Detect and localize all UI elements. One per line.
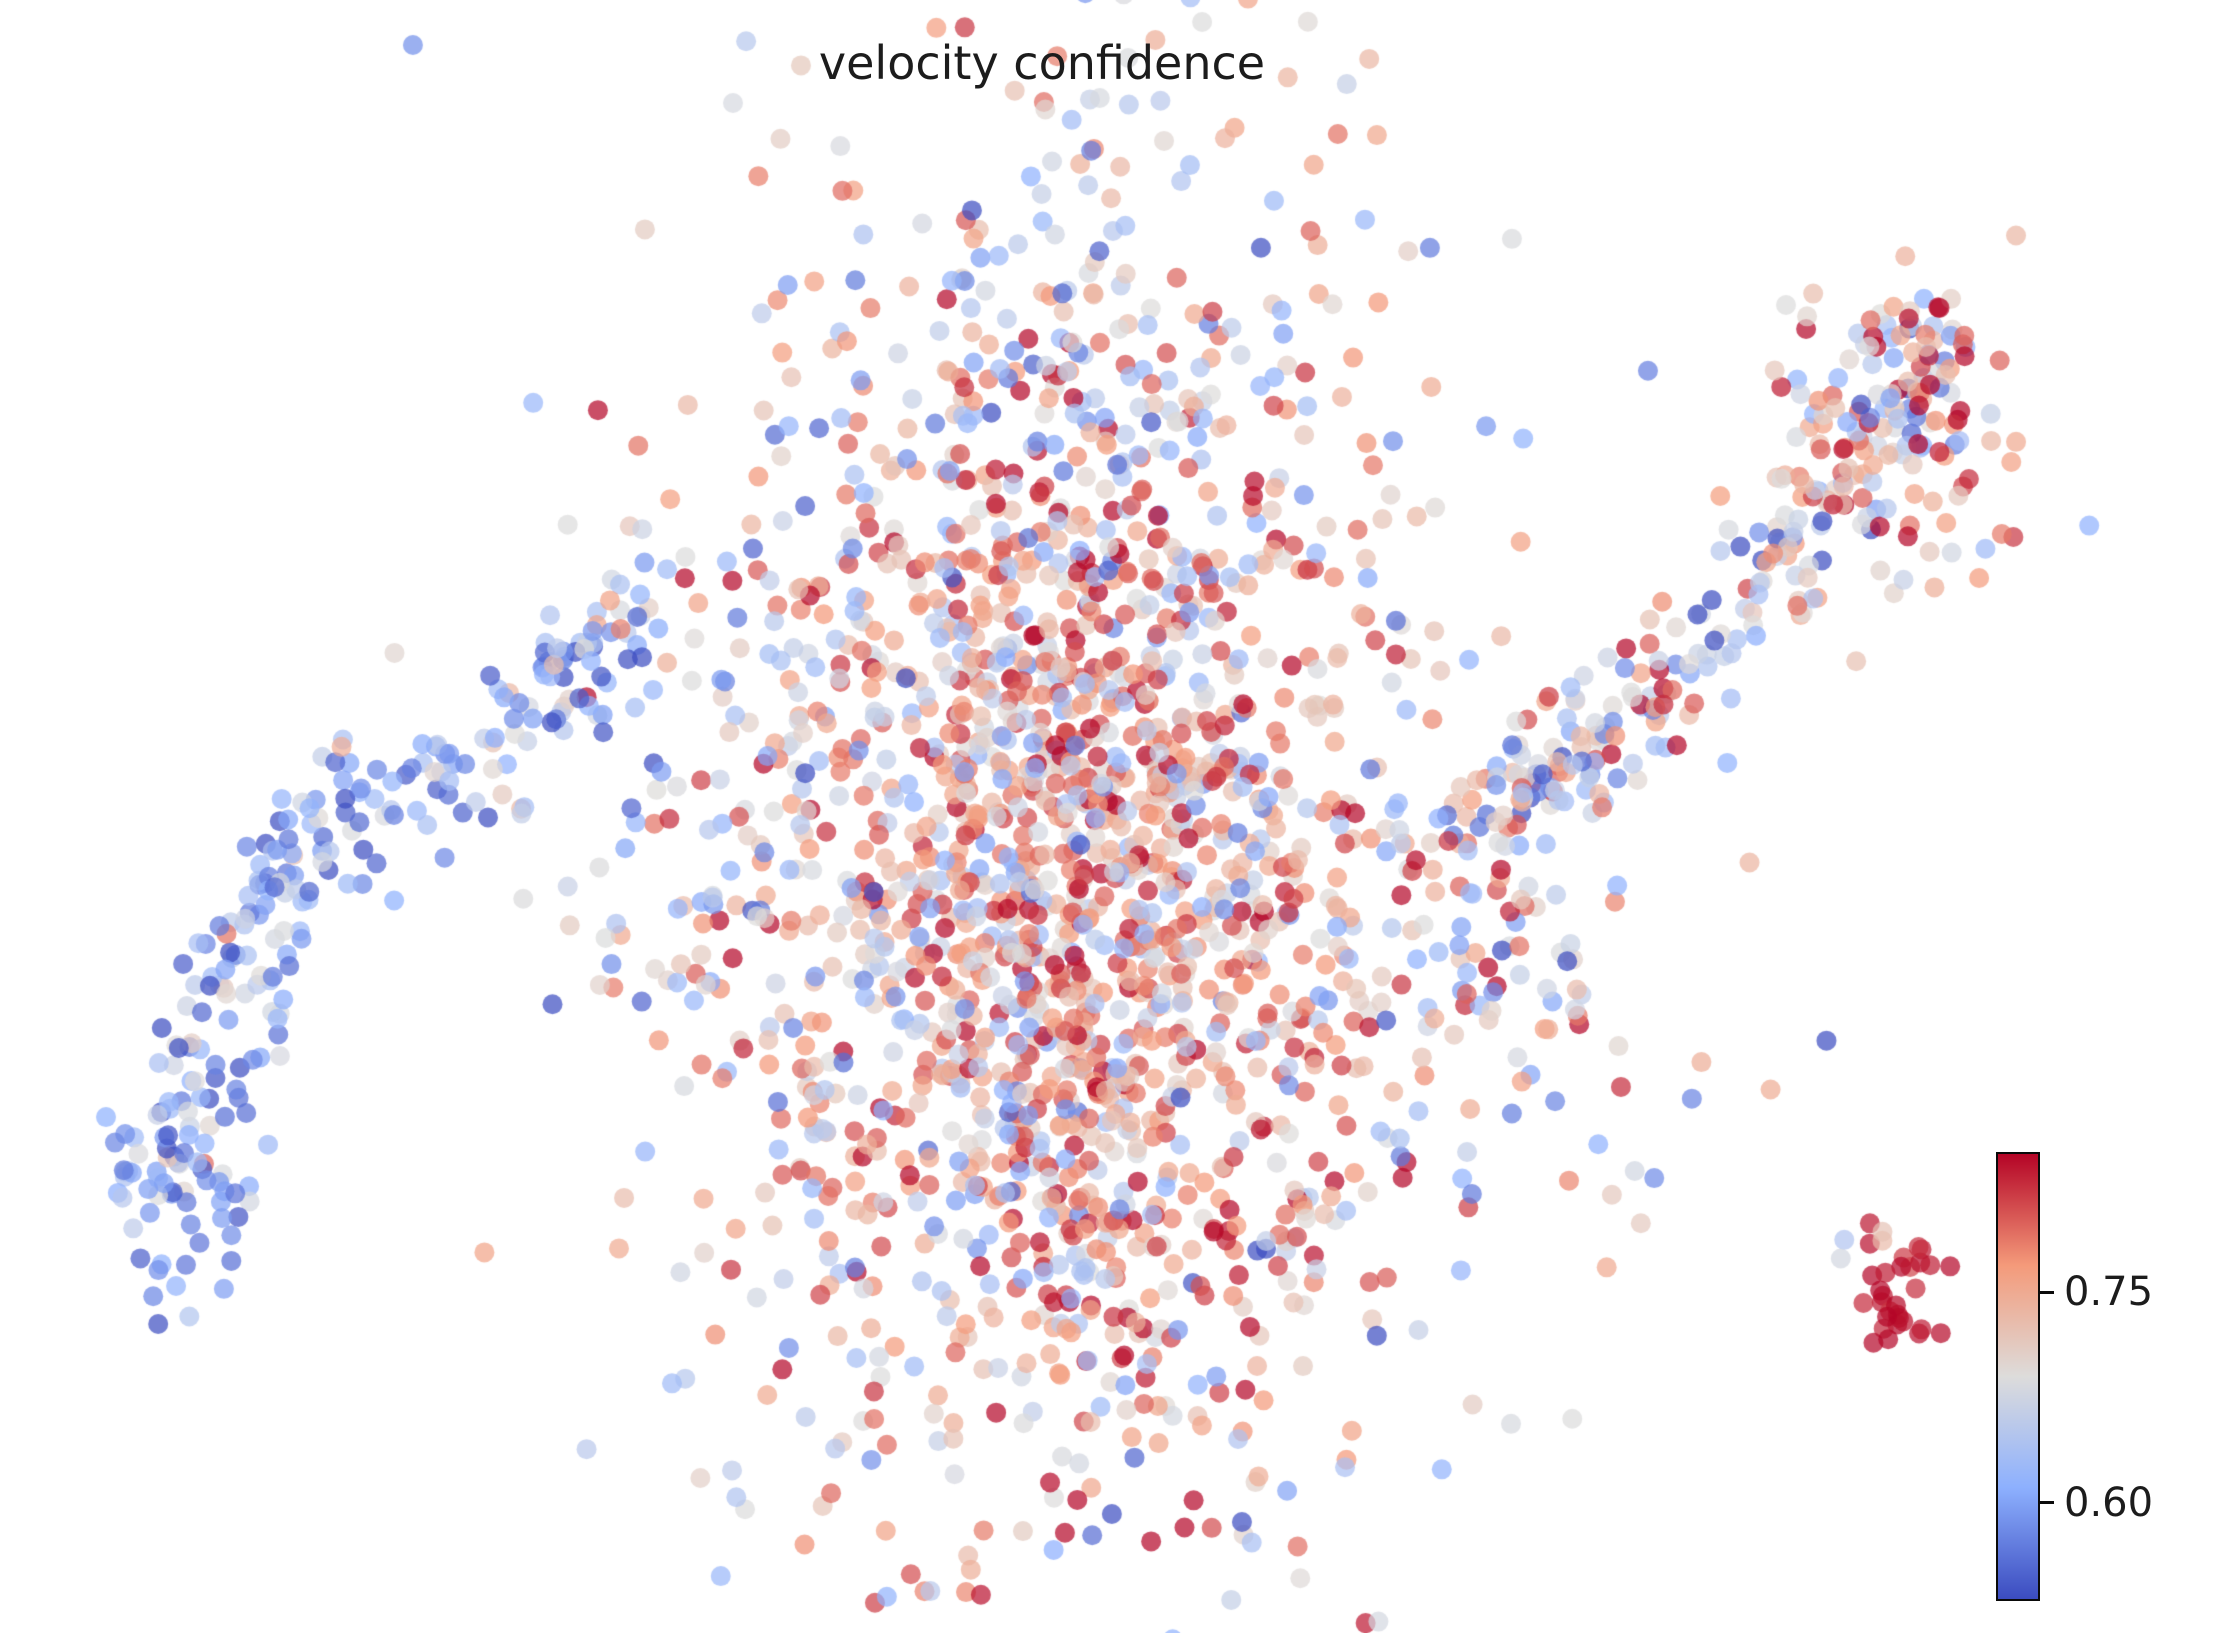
colorbar-tick-mark: [2040, 1501, 2054, 1505]
colorbar-gradient: [1996, 1152, 2040, 1601]
colorbar-tick-label: 0.60: [2064, 1479, 2154, 1526]
colorbar-tick-mark: [2040, 1290, 2054, 1294]
colorbar: 0.75 0.60: [1996, 1152, 2226, 1601]
chart-title: velocity confidence: [818, 36, 1266, 90]
colorbar-tick-label: 0.75: [2064, 1269, 2154, 1316]
